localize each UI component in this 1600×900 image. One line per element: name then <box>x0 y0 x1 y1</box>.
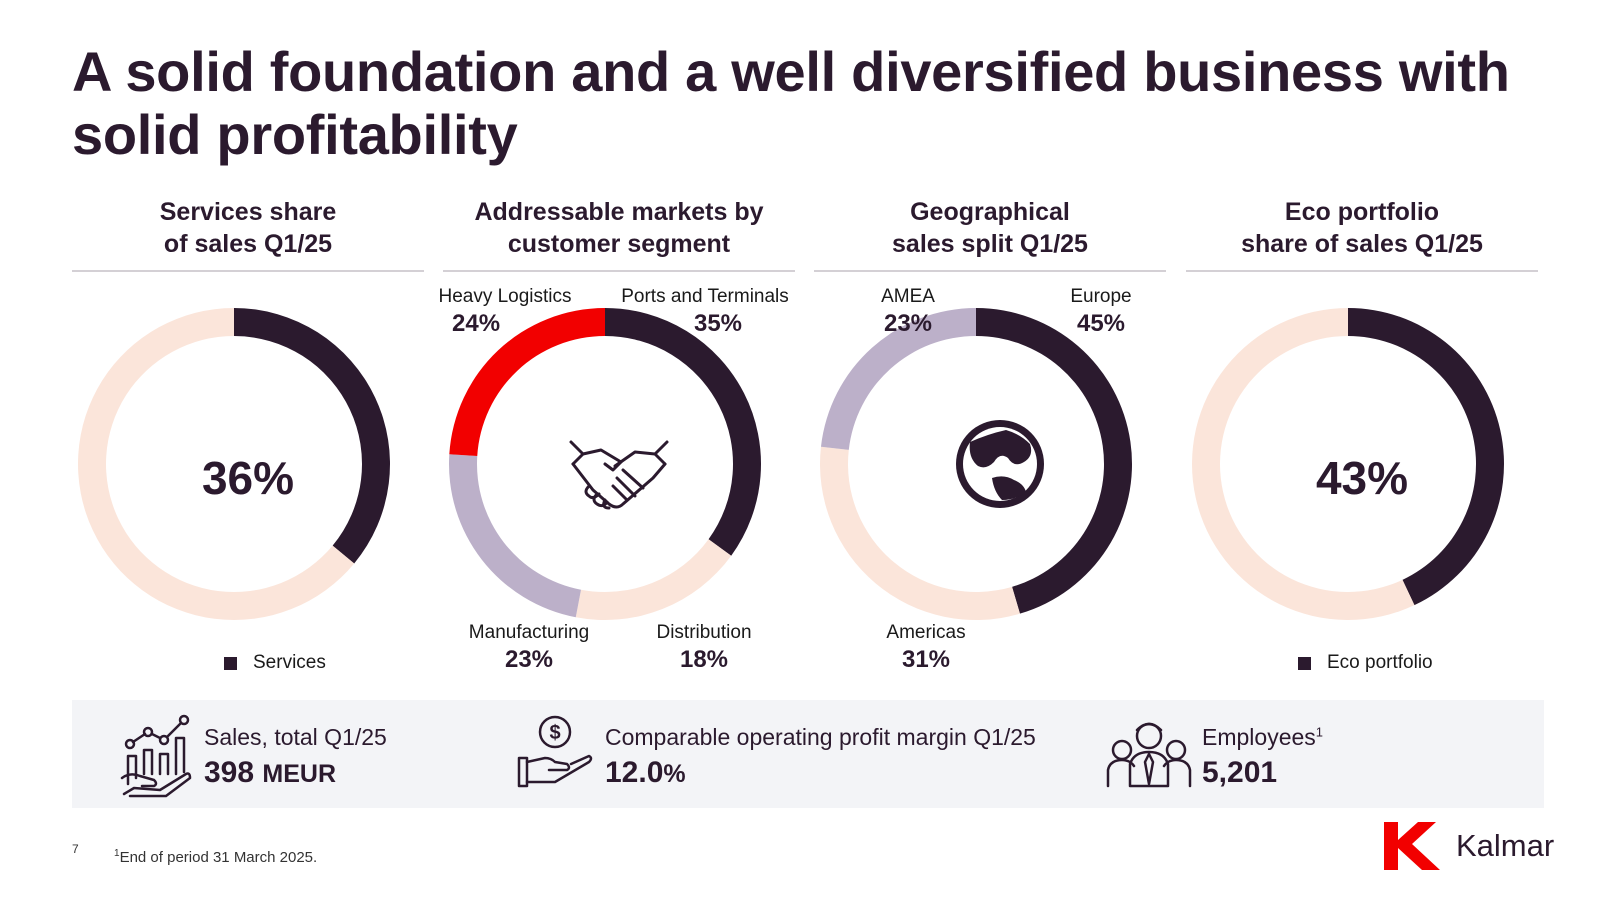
legend-label: Services <box>253 652 326 673</box>
donut-slice-remainder <box>1192 308 1415 620</box>
brand-name: Kalmar <box>1456 828 1555 863</box>
kpi-sales-label: Sales, total Q1/25 <box>204 724 387 750</box>
markets-donut-chart <box>449 308 761 620</box>
eco-legend: Eco portfolio <box>1298 652 1433 674</box>
donut-slice-amea <box>820 308 976 450</box>
geo-donut-chart <box>820 308 1132 620</box>
kpi-margin-value: 12.0% <box>605 756 686 789</box>
slice-label-amea: AMEA 23% <box>881 286 935 337</box>
donut-slice-services <box>234 308 391 564</box>
globe-icon <box>956 420 1044 508</box>
donut-slice-eco-portfolio <box>1348 308 1504 606</box>
services-legend: Services <box>224 652 326 674</box>
eco-center-value: 43% <box>1315 452 1409 504</box>
donut-slice-remainder <box>77 308 355 620</box>
slice-label-manufacturing: Manufacturing 23% <box>468 622 590 673</box>
geo-panel: Geographical sales split Q1/25 <box>814 196 1166 676</box>
kalmar-logo: Kalmar <box>1384 822 1554 870</box>
markets-panel: Addressable markets by customer segment <box>443 196 795 676</box>
kpi-employees-label: Employees1 <box>1202 724 1324 750</box>
markets-panel-title: Addressable markets by customer segment <box>474 198 764 258</box>
legend-swatch <box>1298 656 1311 670</box>
donut-slice-americas <box>820 446 1020 620</box>
money-hand-icon: $ <box>517 715 593 788</box>
slice-label-americas: Americas 31% <box>886 622 966 673</box>
eco-donut-chart <box>1192 308 1504 620</box>
geo-panel-title: Geographical sales split Q1/25 <box>892 198 1088 258</box>
page-number: 7 <box>72 842 79 856</box>
legend-swatch <box>224 656 237 670</box>
slice-label-ports-terminals: Ports and Terminals 35% <box>621 286 789 337</box>
slice-label-heavy-logistics: Heavy Logistics 24% <box>438 286 572 337</box>
donut-slice-heavy-logistics <box>449 308 605 456</box>
services-panel-title: Services share of sales Q1/25 <box>159 198 337 258</box>
eco-panel-title: Eco portfolio share of sales Q1/25 <box>1241 198 1483 258</box>
services-donut-chart <box>77 308 391 620</box>
page-title: A solid foundation and a well diversifie… <box>72 40 1510 166</box>
svg-text:$: $ <box>549 722 560 744</box>
people-group-icon <box>1106 722 1192 788</box>
kpi-margin-label: Comparable operating profit margin Q1/25 <box>605 724 1036 750</box>
kpi-bar: Sales, total Q1/25 398 MEUR $ Comparable… <box>72 700 1544 808</box>
donut-slice-europe <box>976 308 1132 614</box>
slice-label-europe: Europe 45% <box>1070 286 1132 337</box>
eco-panel: Eco portfolio share of sales Q1/25 43% E… <box>1186 196 1538 676</box>
divider <box>1186 270 1538 272</box>
kalmar-logo-mark <box>1384 822 1440 870</box>
kpi-employees-value: 5,201 <box>1202 756 1278 789</box>
divider <box>72 270 424 272</box>
legend-label: Eco portfolio <box>1327 652 1433 673</box>
slice-label-distribution: Distribution 18% <box>656 622 752 673</box>
growth-chart-icon <box>120 714 192 798</box>
services-center-value: 36% <box>201 452 295 504</box>
kpi-sales-value: 398 MEUR <box>204 756 337 789</box>
footnote: 1End of period 31 March 2025. <box>114 848 318 866</box>
donut-slice-distribution <box>575 539 732 620</box>
donut-slice-ports-and-terminals <box>605 308 761 556</box>
divider <box>814 270 1166 272</box>
handshake-icon <box>569 440 669 510</box>
services-panel: Services share of sales Q1/25 36% Servic… <box>72 196 424 676</box>
divider <box>443 270 795 272</box>
donut-slice-manufacturing <box>449 454 582 618</box>
